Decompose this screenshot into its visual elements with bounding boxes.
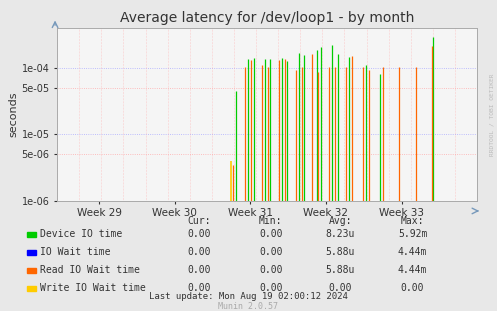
Text: Max:: Max: xyxy=(401,216,424,226)
Text: 0.00: 0.00 xyxy=(187,265,211,275)
Text: Read IO Wait time: Read IO Wait time xyxy=(40,265,140,275)
Text: 0.00: 0.00 xyxy=(187,283,211,293)
Text: 4.44m: 4.44m xyxy=(398,247,427,257)
Text: Avg:: Avg: xyxy=(329,216,352,226)
Text: Last update: Mon Aug 19 02:00:12 2024: Last update: Mon Aug 19 02:00:12 2024 xyxy=(149,292,348,300)
Title: Average latency for /dev/loop1 - by month: Average latency for /dev/loop1 - by mont… xyxy=(120,12,414,26)
Text: 5.88u: 5.88u xyxy=(326,247,355,257)
Text: IO Wait time: IO Wait time xyxy=(40,247,110,257)
Text: Min:: Min: xyxy=(259,216,283,226)
Text: 8.23u: 8.23u xyxy=(326,229,355,239)
Text: Cur:: Cur: xyxy=(187,216,211,226)
Text: 0.00: 0.00 xyxy=(187,247,211,257)
Text: 0.00: 0.00 xyxy=(259,265,283,275)
Text: 4.44m: 4.44m xyxy=(398,265,427,275)
Text: 5.88u: 5.88u xyxy=(326,265,355,275)
Text: Munin 2.0.57: Munin 2.0.57 xyxy=(219,302,278,310)
Y-axis label: seconds: seconds xyxy=(8,91,18,137)
Text: 5.92m: 5.92m xyxy=(398,229,427,239)
Text: 0.00: 0.00 xyxy=(187,229,211,239)
Text: Device IO time: Device IO time xyxy=(40,229,122,239)
Text: 0.00: 0.00 xyxy=(259,247,283,257)
Text: RRDTOOL / TOBI OETIKER: RRDTOOL / TOBI OETIKER xyxy=(490,74,495,156)
Text: 0.00: 0.00 xyxy=(401,283,424,293)
Text: Write IO Wait time: Write IO Wait time xyxy=(40,283,146,293)
Text: 0.00: 0.00 xyxy=(259,283,283,293)
Text: 0.00: 0.00 xyxy=(259,229,283,239)
Text: 0.00: 0.00 xyxy=(329,283,352,293)
